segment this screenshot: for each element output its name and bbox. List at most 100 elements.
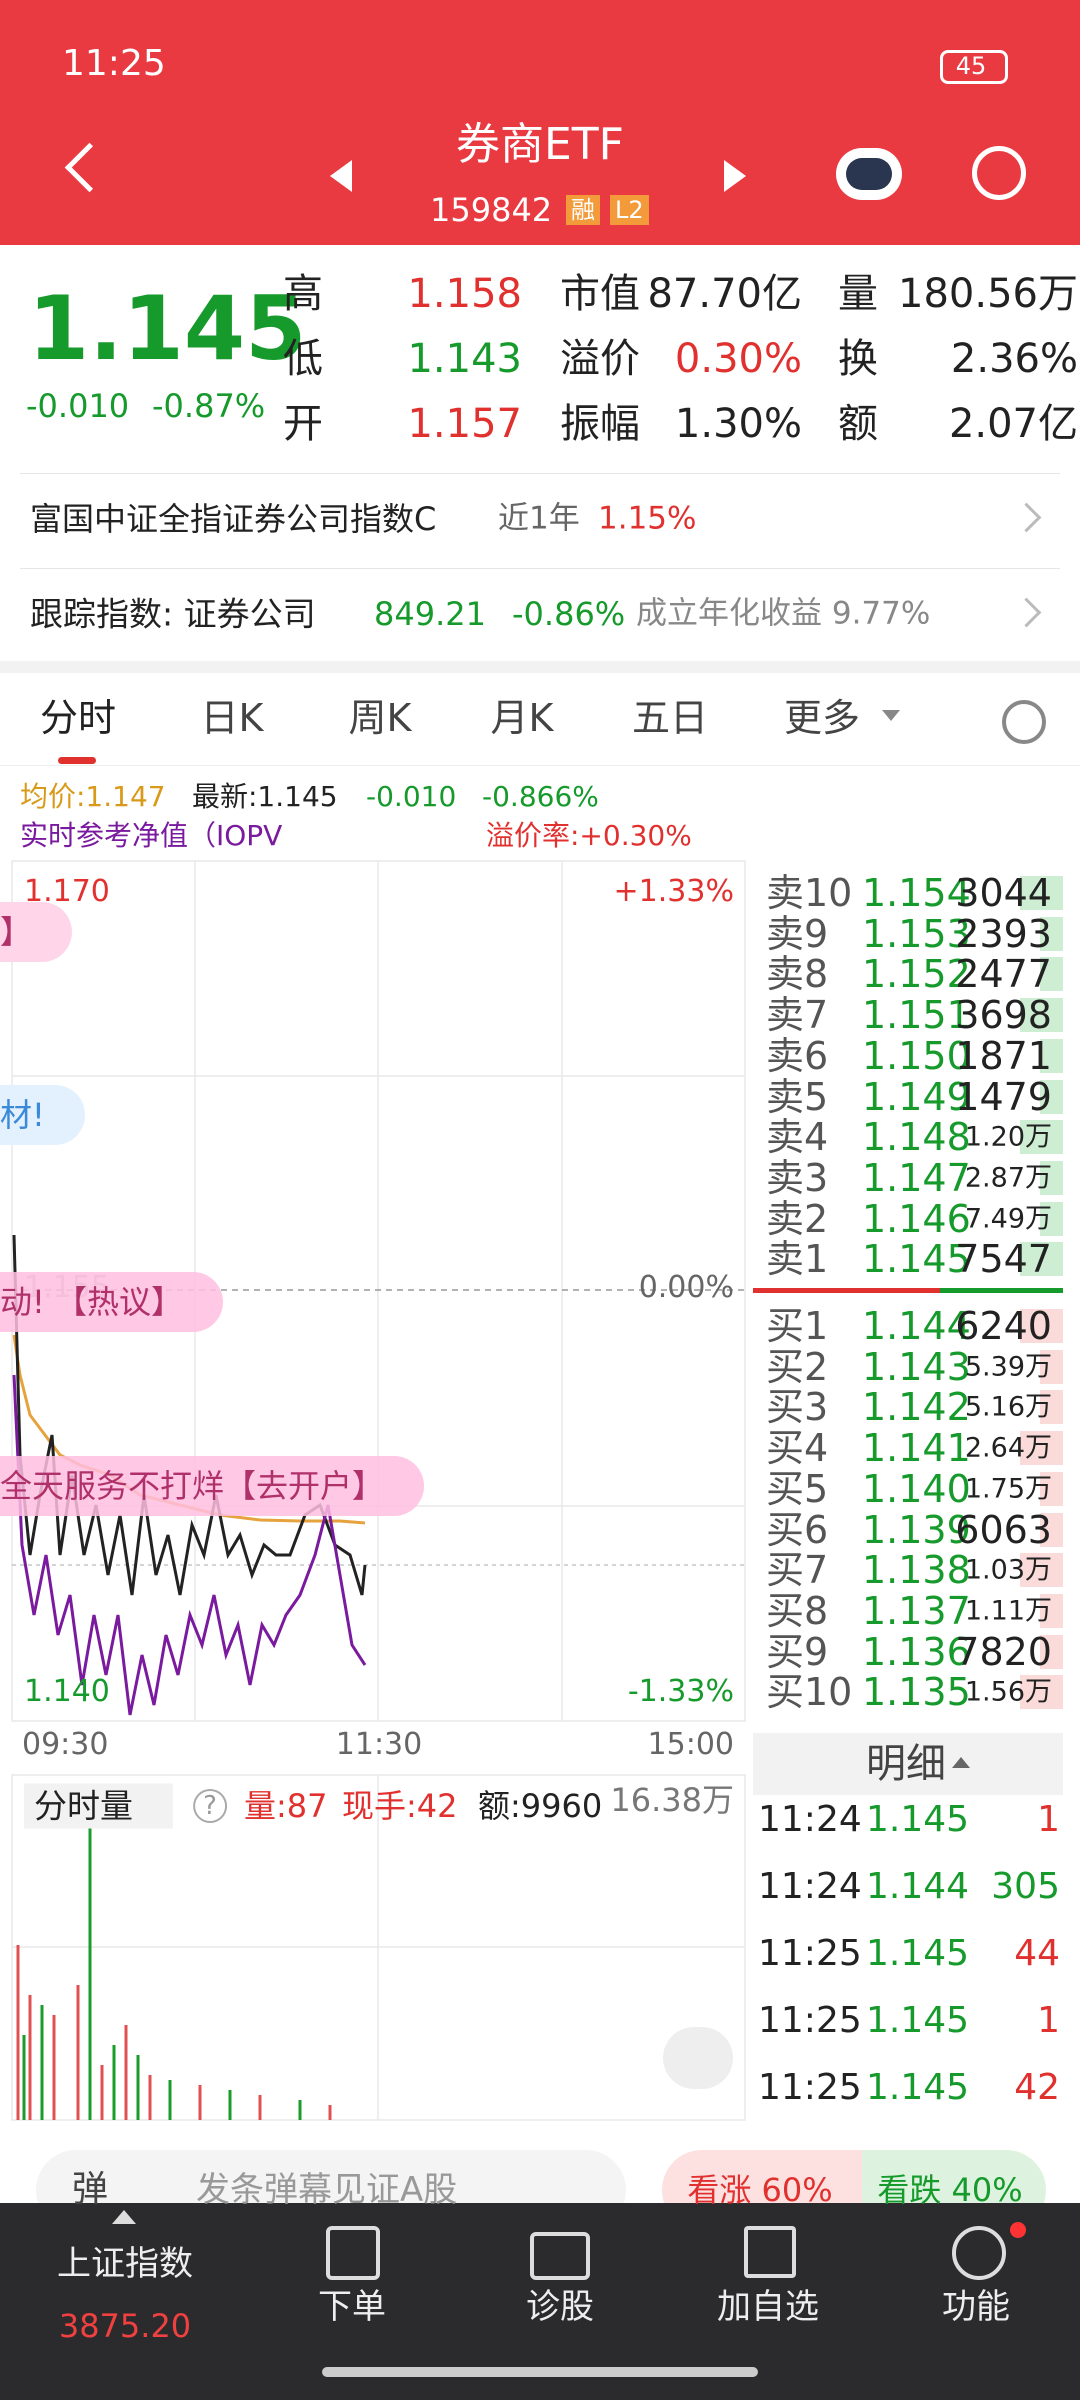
nav-icon[interactable]: [952, 2226, 1006, 2280]
book-volume: 1.20万: [964, 1121, 1052, 1153]
book-volume: 7.49万: [964, 1203, 1052, 1235]
depth-bar: [1040, 1471, 1063, 1506]
book-price: 1.146: [862, 1196, 971, 1241]
volume-qty: 量:87: [244, 1787, 328, 1825]
chevron[interactable]: [1011, 502, 1042, 533]
vote-up[interactable]: 看涨 60%: [687, 2171, 833, 2209]
volume-max: 16.38万: [610, 1781, 734, 1819]
book-price: 1.148: [862, 1115, 971, 1160]
tab-underline: [58, 757, 96, 764]
depth-bar: [1040, 1349, 1063, 1384]
stat-value: 2.36%: [950, 336, 1078, 382]
book-volume: 7547: [955, 1237, 1052, 1282]
tab[interactable]: 分时: [39, 696, 117, 740]
book-price: 1.136: [862, 1629, 971, 1674]
book-volume: 2393: [955, 911, 1052, 956]
nav-label[interactable]: 功能: [942, 2287, 1010, 2327]
settings-icon[interactable]: [1002, 700, 1046, 744]
book-volume: 7820: [955, 1629, 1052, 1674]
book-price: 1.150: [862, 1033, 971, 1078]
book-label: 卖4: [766, 1115, 829, 1160]
depth-bar: [1020, 1553, 1063, 1588]
book-price: 1.144: [862, 1304, 971, 1348]
nav-icon[interactable]: [326, 2226, 380, 2280]
chevron[interactable]: [1011, 597, 1042, 628]
trade-price: 1.145: [866, 1933, 970, 1974]
comment-input[interactable]: 发条弹幕见证A股: [196, 2170, 458, 2210]
tab[interactable]: 日K: [200, 696, 264, 740]
nav-label[interactable]: 诊股: [526, 2287, 594, 2327]
tracking-label[interactable]: 跟踪指数: 证券公司: [30, 594, 316, 634]
time-label: 09:30: [22, 1727, 109, 1762]
nav-label[interactable]: 下单: [318, 2287, 386, 2327]
change-pct: -0.87%: [152, 387, 266, 425]
legend-iopv: 实时参考净值（IOPV: [20, 819, 283, 852]
book-volume: 6063: [955, 1507, 1052, 1552]
depth-bar: [1040, 1079, 1063, 1114]
battery-level: 45: [955, 52, 987, 80]
trades-title[interactable]: 明细: [866, 1741, 946, 1787]
book-volume: 5.39万: [964, 1351, 1052, 1383]
stat-label: 市值: [560, 271, 640, 317]
depth-bar: [1040, 916, 1063, 951]
depth-bar: [1020, 1431, 1063, 1466]
nav-label[interactable]: 加自选: [717, 2287, 819, 2327]
vote-down[interactable]: 看跌 40%: [877, 2171, 1023, 2209]
chart-area: [11, 860, 1063, 2121]
stat-value: 87.70亿: [647, 271, 802, 317]
price-label: 1.140: [24, 1674, 110, 1709]
book-price: 1.151: [862, 993, 971, 1038]
depth-bar: [1040, 1390, 1063, 1425]
expand-button[interactable]: [663, 2027, 733, 2089]
header-bg: [0, 0, 1080, 245]
book-price: 1.149: [862, 1074, 971, 1119]
nav-icon[interactable]: [530, 2232, 590, 2280]
time-label: 11:30: [335, 1727, 423, 1762]
book-label: 卖5: [766, 1074, 829, 1119]
legend-pct: -0.866%: [482, 780, 599, 813]
search-icon[interactable]: [972, 146, 1026, 200]
book-volume: 3044: [955, 871, 1052, 915]
book-label: 买3: [766, 1385, 829, 1430]
book-price: 1.153: [862, 911, 971, 956]
robot-face: [846, 158, 892, 190]
stat-value: 1.30%: [674, 401, 802, 447]
help-icon[interactable]: ?: [193, 1789, 227, 1823]
volume-selector[interactable]: 分时量: [24, 1783, 173, 1829]
divider: [0, 765, 1080, 766]
title: 券商ETF: [456, 119, 624, 170]
time-label: 15:00: [647, 1727, 734, 1762]
nav-icon[interactable]: [744, 2226, 796, 2278]
fund-period: 近1年: [498, 500, 580, 537]
book-volume: 1.75万: [964, 1473, 1052, 1505]
book-volume: 1479: [955, 1074, 1052, 1119]
tab[interactable]: 更多: [783, 696, 861, 740]
tab[interactable]: 五日: [631, 696, 709, 740]
tab[interactable]: 月K: [490, 696, 554, 740]
book-label: 卖7: [766, 993, 829, 1038]
volume-bars: [16, 1945, 332, 2120]
danmaku: 全天服务不打烊【去开户】: [0, 1456, 425, 1516]
section-gap: [0, 661, 1080, 673]
danmaku-icon[interactable]: 弹: [71, 2169, 109, 2210]
book-price: 1.137: [862, 1588, 971, 1633]
tab[interactable]: 周K: [348, 696, 412, 740]
danmaku: 】: [0, 902, 73, 962]
book-label: 买4: [766, 1426, 829, 1471]
change: -0.010: [26, 387, 130, 425]
nav-index-value: 3875.20: [58, 2307, 192, 2345]
trade-time: 11:24: [758, 1799, 862, 1840]
danmaku: 动! 【热议】: [0, 1272, 224, 1332]
price-label: 1.170: [24, 874, 110, 909]
home-indicator: [322, 2367, 758, 2377]
fund-name[interactable]: 富国中证全指证券公司指数C: [30, 500, 437, 538]
depth-bar: [1020, 1120, 1063, 1155]
stat-label: 换: [838, 336, 878, 382]
prev-arrow[interactable]: [330, 160, 352, 192]
next-arrow[interactable]: [724, 160, 746, 192]
nav-label[interactable]: 上证指数: [57, 2244, 193, 2284]
book-volume: 1.03万: [964, 1554, 1052, 1586]
book-label: 买1: [766, 1304, 829, 1348]
legend-premium: 溢价率:+0.30%: [486, 819, 692, 852]
danmaku: 材!: [0, 1085, 85, 1145]
